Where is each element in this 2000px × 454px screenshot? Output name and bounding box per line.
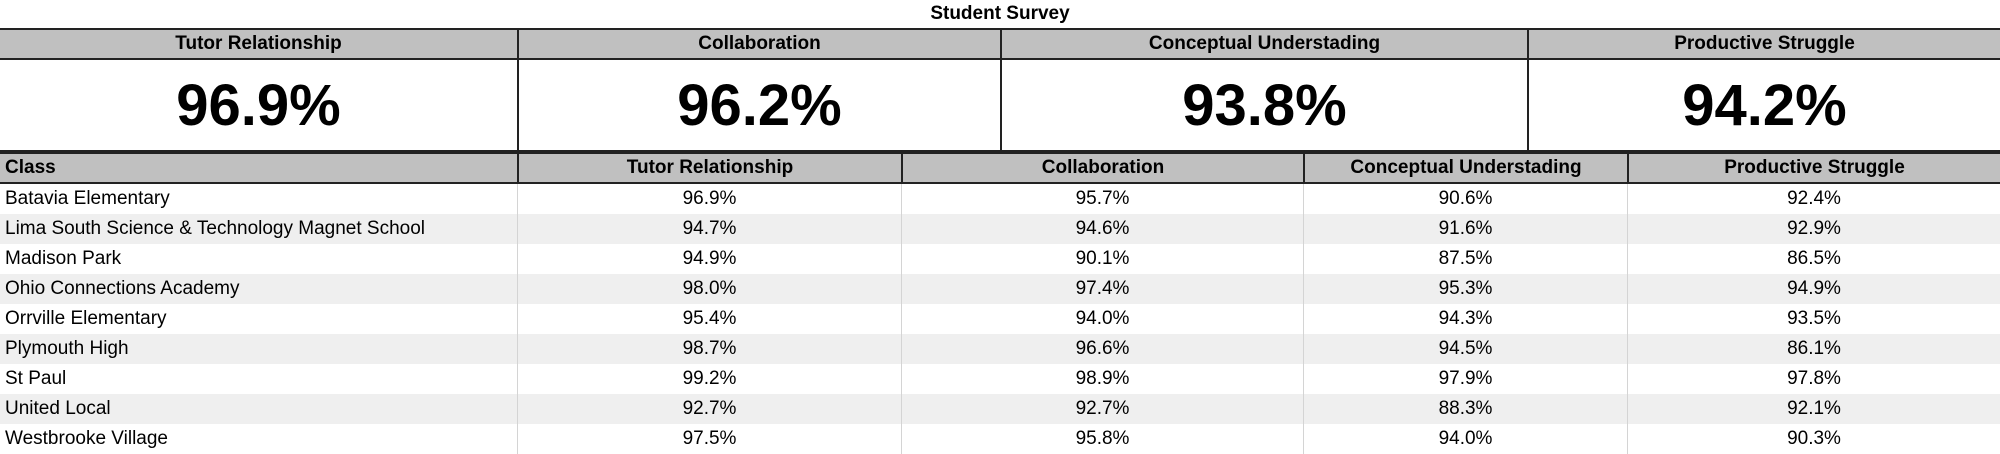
summary-label-productive-struggle[interactable]: Productive Struggle [1527, 30, 2000, 58]
table-row: Ohio Connections Academy 98.0% 97.4% 95.… [0, 274, 2000, 304]
table-header-row: Class Tutor Relationship Collaboration C… [0, 152, 2000, 184]
column-header-class[interactable]: Class [5, 157, 56, 178]
productive-struggle-cell[interactable]: 90.3% [1627, 424, 2000, 454]
collaboration-cell[interactable]: 92.7% [901, 394, 1303, 424]
tutor-relationship-cell[interactable]: 96.9% [517, 184, 901, 214]
column-header-collaboration[interactable]: Collaboration [901, 154, 1303, 182]
collaboration-cell[interactable]: 97.4% [901, 274, 1303, 304]
class-name-cell[interactable]: United Local [5, 398, 111, 419]
productive-struggle-cell[interactable]: 93.5% [1627, 304, 2000, 334]
collaboration-cell[interactable]: 95.7% [901, 184, 1303, 214]
column-header-productive-struggle[interactable]: Productive Struggle [1627, 154, 2000, 182]
productive-struggle-cell[interactable]: 92.9% [1627, 214, 2000, 244]
class-name-cell[interactable]: Plymouth High [5, 338, 129, 359]
summary-label-tutor-relationship[interactable]: Tutor Relationship [175, 33, 342, 54]
table-row: Madison Park 94.9% 90.1% 87.5% 86.5% [0, 244, 2000, 274]
tutor-relationship-cell[interactable]: 94.7% [517, 214, 901, 244]
collaboration-cell[interactable]: 95.8% [901, 424, 1303, 454]
productive-struggle-cell[interactable]: 94.9% [1627, 274, 2000, 304]
summary-label-conceptual-understanding[interactable]: Conceptual Understading [1000, 30, 1527, 58]
productive-struggle-cell[interactable]: 92.4% [1627, 184, 2000, 214]
collaboration-cell[interactable]: 94.6% [901, 214, 1303, 244]
conceptual-understanding-cell[interactable]: 94.0% [1303, 424, 1627, 454]
table-row: Lima South Science & Technology Magnet S… [0, 214, 2000, 244]
productive-struggle-cell[interactable]: 97.8% [1627, 364, 2000, 394]
table-row: St Paul 99.2% 98.9% 97.9% 97.8% [0, 364, 2000, 394]
conceptual-understanding-cell[interactable]: 87.5% [1303, 244, 1627, 274]
productive-struggle-cell[interactable]: 86.1% [1627, 334, 2000, 364]
productive-struggle-cell[interactable]: 86.5% [1627, 244, 2000, 274]
conceptual-understanding-cell[interactable]: 94.5% [1303, 334, 1627, 364]
table-body: Batavia Elementary 96.9% 95.7% 90.6% 92.… [0, 184, 2000, 454]
summary-header-row: Tutor Relationship Collaboration Concept… [0, 28, 2000, 60]
summary-value-conceptual-understanding[interactable]: 93.8% [1000, 60, 1527, 150]
conceptual-understanding-cell[interactable]: 90.6% [1303, 184, 1627, 214]
summary-value-tutor-relationship[interactable]: 96.9% [176, 72, 341, 138]
sheet-title: Student Survey [930, 3, 1070, 24]
conceptual-understanding-cell[interactable]: 88.3% [1303, 394, 1627, 424]
productive-struggle-cell[interactable]: 92.1% [1627, 394, 2000, 424]
summary-value-collaboration[interactable]: 96.2% [517, 60, 1000, 150]
column-header-tutor-relationship[interactable]: Tutor Relationship [517, 154, 901, 182]
collaboration-cell[interactable]: 94.0% [901, 304, 1303, 334]
table-row: Plymouth High 98.7% 96.6% 94.5% 86.1% [0, 334, 2000, 364]
tutor-relationship-cell[interactable]: 97.5% [517, 424, 901, 454]
collaboration-cell[interactable]: 96.6% [901, 334, 1303, 364]
table-row: Batavia Elementary 96.9% 95.7% 90.6% 92.… [0, 184, 2000, 214]
table-row: Westbrooke Village 97.5% 95.8% 94.0% 90.… [0, 424, 2000, 454]
tutor-relationship-cell[interactable]: 99.2% [517, 364, 901, 394]
summary-label-collaboration[interactable]: Collaboration [517, 30, 1000, 58]
tutor-relationship-cell[interactable]: 92.7% [517, 394, 901, 424]
column-header-conceptual-understanding[interactable]: Conceptual Understading [1303, 154, 1627, 182]
tutor-relationship-cell[interactable]: 98.0% [517, 274, 901, 304]
table-row: Orrville Elementary 95.4% 94.0% 94.3% 93… [0, 304, 2000, 334]
class-name-cell[interactable]: Ohio Connections Academy [5, 278, 240, 299]
conceptual-understanding-cell[interactable]: 95.3% [1303, 274, 1627, 304]
tutor-relationship-cell[interactable]: 98.7% [517, 334, 901, 364]
collaboration-cell[interactable]: 90.1% [901, 244, 1303, 274]
table-row: United Local 92.7% 92.7% 88.3% 92.1% [0, 394, 2000, 424]
conceptual-understanding-cell[interactable]: 97.9% [1303, 364, 1627, 394]
tutor-relationship-cell[interactable]: 95.4% [517, 304, 901, 334]
class-name-cell[interactable]: Batavia Elementary [5, 188, 170, 209]
class-name-cell[interactable]: Madison Park [5, 248, 122, 269]
class-name-cell[interactable]: Westbrooke Village [5, 428, 169, 449]
conceptual-understanding-cell[interactable]: 91.6% [1303, 214, 1627, 244]
collaboration-cell[interactable]: 98.9% [901, 364, 1303, 394]
tutor-relationship-cell[interactable]: 94.9% [517, 244, 901, 274]
class-name-cell[interactable]: St Paul [5, 368, 67, 389]
summary-value-productive-struggle[interactable]: 94.2% [1527, 60, 2000, 150]
class-name-cell[interactable]: Orrville Elementary [5, 308, 167, 329]
conceptual-understanding-cell[interactable]: 94.3% [1303, 304, 1627, 334]
class-name-cell[interactable]: Lima South Science & Technology Magnet S… [5, 218, 426, 239]
summary-values-row: 96.9% 96.2% 93.8% 94.2% [0, 60, 2000, 152]
